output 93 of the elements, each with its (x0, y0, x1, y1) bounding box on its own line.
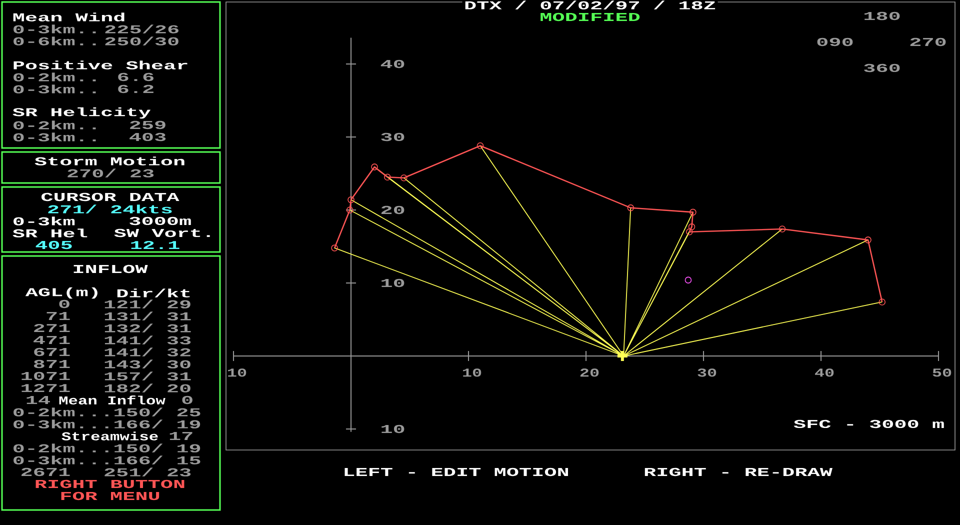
y-tick-label: 40 (380, 60, 404, 68)
text: 271/ 24kts (48, 204, 172, 214)
text: RIGHT BUTTON (36, 480, 184, 488)
text: 0-2km.. (14, 120, 96, 130)
text: 131/ 31 (104, 312, 191, 320)
text: 671 (34, 348, 70, 356)
text: RIGHT - RE-DRAW (644, 468, 832, 476)
y-tick-label: 10 (382, 278, 404, 288)
text: 0-3km...166/ 19 (14, 420, 200, 428)
text: 0 (182, 396, 192, 404)
text: 0-3km.. (14, 132, 96, 142)
point (878, 298, 886, 306)
text: 403 (130, 132, 166, 142)
text: 6.6 (118, 72, 154, 82)
annotation: 090 (817, 38, 853, 46)
point (476, 142, 484, 150)
text: 271 (34, 324, 70, 332)
text: 1071 (22, 372, 70, 380)
point (627, 204, 634, 212)
text: 2671 (22, 468, 70, 476)
text: 121/ 29 (104, 300, 190, 308)
text: 0-3km (14, 216, 75, 226)
point (688, 223, 696, 230)
text: 180 (864, 12, 900, 20)
text: SR Helicity (12, 107, 151, 119)
text: 3000m (130, 216, 191, 226)
point (686, 228, 693, 236)
point (684, 276, 692, 284)
text: 157/ 31 (104, 372, 191, 380)
text: 405 (36, 240, 72, 250)
text: 270/ 23 (68, 168, 154, 178)
text: Positive Shear (14, 60, 188, 70)
annotation: 360 (864, 64, 900, 72)
chart-title: DTX / 07/02/97 / 18Z (465, 0, 716, 10)
text: CURSOR DATA (42, 192, 180, 202)
text: 12.1 (131, 240, 180, 250)
point (384, 174, 391, 181)
text: 0-3km...166/ 15 (14, 456, 200, 464)
chart-subtitle: MODIFIED (540, 12, 640, 22)
text: 225/26 (105, 24, 178, 34)
text: 143/ 30 (104, 360, 190, 368)
text: 471 (34, 336, 70, 344)
y-tick-label: 10 (382, 424, 404, 434)
text: Dir/kt (117, 288, 190, 298)
x-tick-label: 50 (932, 368, 952, 377)
text: 17 (170, 432, 192, 440)
point (690, 208, 696, 216)
text: 0-3km.. (14, 84, 96, 94)
text: 0-6km.. (14, 36, 96, 46)
point (346, 206, 354, 214)
x-tick-label: 10 (228, 368, 246, 377)
point (778, 226, 786, 232)
text: SR Hel (12, 228, 88, 238)
text: 0 (59, 300, 70, 308)
text: 6.2 (118, 84, 154, 94)
x-tick-label: 40 (815, 368, 834, 377)
point (371, 164, 378, 170)
point (400, 174, 408, 182)
text: 251/ 23 (104, 468, 191, 476)
text: LEFT - EDIT MOTION (344, 468, 568, 476)
annotation: SFC - 3000 m (794, 420, 944, 428)
text: 259 (130, 120, 166, 130)
point (348, 196, 354, 204)
y-tick-label: 30 (381, 132, 404, 142)
text: Mean Inflow (59, 396, 166, 404)
text: AGL(m) (25, 287, 98, 299)
point (616, 350, 629, 363)
text: Storm Motion (34, 156, 184, 166)
text: INFLOW (74, 264, 148, 274)
text: Streamwise (62, 432, 158, 440)
text: 1271 (22, 384, 70, 392)
text: Mean Wind (13, 12, 124, 22)
x-tick-label: 20 (580, 368, 599, 377)
text: FOR MENU (61, 492, 160, 500)
point (331, 244, 338, 252)
text: 871 (34, 360, 70, 368)
x-tick-label: 10 (463, 368, 482, 377)
text: 141/ 33 (104, 336, 191, 344)
text: 182/ 20 (104, 384, 190, 392)
text: 0-2km.. (14, 72, 96, 82)
text: 0-2km...150/ 19 (14, 444, 200, 452)
text: 250/30 (105, 36, 178, 46)
point (864, 236, 872, 244)
text: 71 (46, 312, 70, 320)
text: 141/ 32 (104, 348, 190, 356)
text: 14 (26, 396, 50, 404)
annotation: 270 (910, 38, 946, 46)
text: 132/ 31 (104, 324, 191, 332)
y-tick-label: 20 (381, 206, 404, 214)
text: 0-2km...150/ 25 (14, 408, 200, 416)
text: 0-3km.. (14, 24, 96, 34)
x-tick-label: 30 (698, 368, 716, 377)
text: SW Vort. (114, 228, 210, 238)
